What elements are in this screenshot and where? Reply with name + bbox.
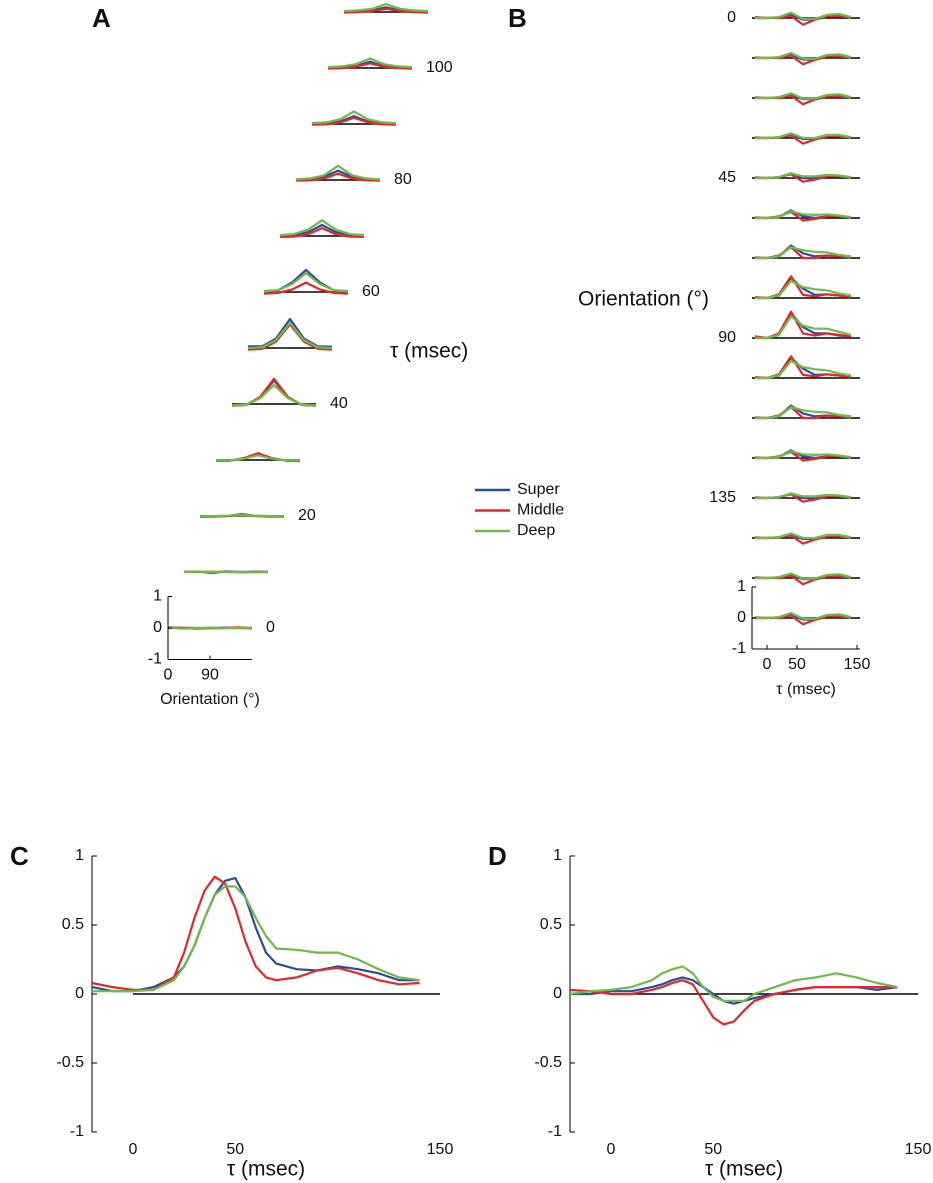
trace	[755, 132, 852, 140]
trace	[279, 219, 365, 237]
row-label: 45	[718, 169, 736, 186]
trace	[755, 315, 852, 340]
y-tick-label: 0	[153, 619, 162, 636]
y-tick-label: 0.5	[62, 916, 84, 933]
trace	[755, 210, 852, 220]
trace	[755, 492, 852, 500]
y-tick-label: -1	[732, 640, 746, 657]
trace	[755, 450, 852, 460]
panel-label: D	[488, 841, 507, 871]
trace	[755, 572, 852, 580]
row-label: 100	[426, 59, 453, 76]
trace	[295, 164, 381, 181]
legend-label: Super	[517, 481, 560, 498]
y-tick-label: 0	[553, 985, 562, 1002]
trace	[755, 246, 852, 260]
x-tick-label: 150	[427, 1141, 454, 1158]
trace	[755, 532, 852, 540]
trace	[755, 51, 852, 60]
y-tick-label: 1	[553, 847, 562, 864]
x-axis-label: Orientation (°)	[160, 691, 260, 708]
x-tick-label: 150	[905, 1141, 932, 1158]
y-tick-label: 1	[737, 578, 746, 595]
trace	[231, 384, 317, 407]
row-label: 90	[718, 329, 736, 346]
trace	[755, 172, 852, 180]
row-label: 80	[394, 171, 412, 188]
x-tick-label: 0	[128, 1141, 137, 1158]
x-axis-label: τ (msec)	[705, 1158, 783, 1181]
row-label: 135	[709, 489, 736, 506]
trace	[755, 279, 852, 300]
x-tick-label: 0	[763, 656, 772, 673]
x-tick-label: 0	[164, 667, 173, 684]
trace	[295, 172, 381, 182]
y-tick-label: 1	[75, 847, 84, 864]
legend-label: Deep	[517, 522, 555, 539]
line	[91, 875, 420, 991]
y-tick-label: -0.5	[534, 1054, 562, 1071]
trace	[327, 62, 413, 70]
trace	[755, 406, 852, 420]
trace	[755, 11, 852, 20]
trace	[199, 514, 285, 518]
y-tick-label: -1	[70, 1123, 84, 1140]
trace	[183, 570, 269, 574]
x-axis-label: τ (msec)	[227, 1158, 305, 1181]
trace	[343, 7, 429, 14]
trace	[263, 281, 349, 295]
x-axis-label: τ (msec)	[776, 681, 836, 698]
trace	[755, 92, 852, 100]
y-tick-label: 0	[75, 985, 84, 1002]
x-tick-label: 90	[201, 667, 219, 684]
y-tick-label: -1	[148, 651, 162, 668]
line	[570, 976, 898, 1005]
line	[569, 965, 898, 1002]
trace	[311, 110, 397, 125]
x-tick-label: 50	[226, 1141, 244, 1158]
y-tick-label: 0.5	[540, 916, 562, 933]
trace	[263, 272, 349, 293]
panel-label: C	[10, 841, 29, 871]
row-label: 0	[727, 9, 736, 26]
x-tick-label: 50	[704, 1141, 722, 1158]
trace	[755, 611, 852, 620]
row-label: 20	[298, 507, 316, 524]
line	[92, 885, 420, 993]
line	[569, 979, 898, 1026]
trace	[327, 57, 413, 69]
trace	[215, 454, 301, 462]
trace	[247, 321, 333, 350]
panel-label: B	[508, 3, 527, 33]
row-axis-label: τ (msec)	[390, 340, 468, 363]
row-label: 0	[266, 619, 275, 636]
trace	[279, 227, 365, 238]
legend-label: Middle	[517, 502, 564, 519]
y-tick-label: -0.5	[56, 1054, 84, 1071]
x-tick-label: 0	[606, 1141, 615, 1158]
row-axis-label: Orientation (°)	[578, 288, 709, 311]
trace	[343, 2, 429, 13]
trace	[755, 359, 852, 380]
y-tick-label: -1	[548, 1123, 562, 1140]
trace	[167, 626, 253, 630]
row-label: 40	[330, 395, 348, 412]
x-tick-label: 50	[788, 656, 806, 673]
trace	[311, 116, 397, 126]
trace	[231, 377, 317, 407]
y-tick-label: 0	[737, 609, 746, 626]
x-tick-label: 150	[844, 656, 871, 673]
line	[91, 877, 420, 993]
row-label: 60	[362, 283, 380, 300]
y-tick-label: 1	[153, 588, 162, 605]
panel-label: A	[92, 3, 111, 33]
